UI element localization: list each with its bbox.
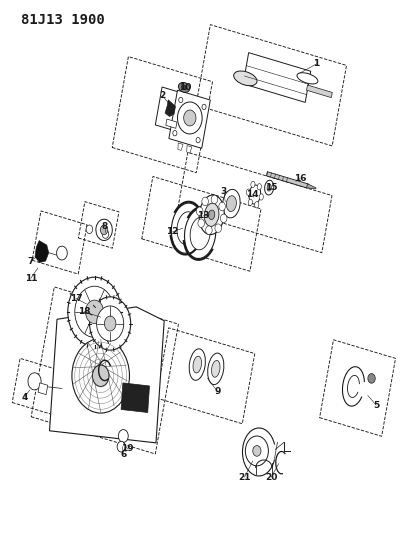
Circle shape [102, 230, 109, 238]
Circle shape [220, 214, 227, 223]
Circle shape [92, 365, 109, 386]
Ellipse shape [171, 203, 203, 253]
Circle shape [245, 436, 268, 466]
Circle shape [86, 225, 93, 233]
Circle shape [173, 131, 177, 136]
Text: 6: 6 [120, 450, 127, 458]
Circle shape [196, 207, 203, 215]
Circle shape [198, 219, 205, 228]
Text: 17: 17 [70, 294, 82, 303]
Circle shape [206, 226, 212, 235]
Circle shape [57, 246, 67, 260]
Polygon shape [35, 240, 49, 263]
Circle shape [96, 219, 112, 240]
Ellipse shape [193, 356, 201, 373]
Circle shape [211, 195, 218, 204]
Ellipse shape [199, 195, 224, 235]
Ellipse shape [212, 360, 220, 377]
Text: 5: 5 [373, 401, 379, 409]
Ellipse shape [234, 71, 257, 86]
Circle shape [85, 300, 104, 324]
Circle shape [202, 197, 208, 206]
Ellipse shape [248, 199, 252, 206]
Polygon shape [155, 87, 187, 132]
Ellipse shape [257, 183, 261, 190]
Polygon shape [166, 119, 177, 128]
Circle shape [75, 286, 114, 337]
Polygon shape [121, 383, 150, 413]
Circle shape [368, 374, 375, 383]
Circle shape [253, 446, 261, 456]
Ellipse shape [189, 349, 206, 381]
Text: 15: 15 [265, 183, 277, 192]
Circle shape [28, 373, 41, 390]
Circle shape [178, 102, 202, 134]
Circle shape [104, 316, 116, 331]
Polygon shape [307, 85, 332, 98]
Text: 16: 16 [294, 174, 306, 183]
Text: 13: 13 [197, 212, 210, 220]
Text: 81J13 1900: 81J13 1900 [21, 13, 104, 27]
Polygon shape [178, 143, 183, 150]
Text: 19: 19 [121, 445, 134, 453]
Ellipse shape [181, 85, 187, 90]
Circle shape [68, 277, 121, 346]
Polygon shape [187, 146, 192, 153]
Ellipse shape [177, 212, 197, 245]
Ellipse shape [246, 189, 250, 195]
Ellipse shape [185, 208, 216, 259]
Circle shape [184, 110, 196, 126]
Ellipse shape [190, 217, 210, 250]
Polygon shape [169, 90, 210, 148]
Text: 18: 18 [78, 308, 90, 316]
Circle shape [118, 430, 128, 442]
Circle shape [219, 202, 225, 211]
Ellipse shape [297, 72, 318, 84]
Text: 12: 12 [166, 228, 179, 236]
Circle shape [117, 441, 125, 452]
Text: 14: 14 [247, 190, 259, 199]
Circle shape [97, 306, 124, 341]
Text: 21: 21 [238, 473, 251, 481]
Ellipse shape [208, 210, 215, 220]
Text: 11: 11 [25, 274, 37, 282]
Text: 9: 9 [215, 387, 221, 396]
Text: 4: 4 [21, 393, 28, 401]
Ellipse shape [255, 201, 259, 208]
Circle shape [196, 138, 200, 143]
Text: 20: 20 [265, 473, 277, 481]
Ellipse shape [226, 196, 236, 212]
Text: 3: 3 [221, 188, 227, 196]
Ellipse shape [208, 353, 224, 385]
Circle shape [202, 104, 206, 110]
Text: 10: 10 [179, 84, 191, 92]
Polygon shape [243, 53, 311, 102]
Polygon shape [307, 184, 316, 189]
Polygon shape [165, 100, 175, 117]
Ellipse shape [249, 185, 261, 204]
Circle shape [100, 225, 108, 235]
Circle shape [215, 224, 222, 232]
Ellipse shape [259, 194, 263, 200]
Text: 8: 8 [102, 222, 108, 231]
Circle shape [90, 297, 131, 350]
Polygon shape [267, 172, 308, 188]
Circle shape [179, 98, 183, 103]
FancyBboxPatch shape [38, 383, 48, 394]
Ellipse shape [204, 203, 219, 227]
Ellipse shape [178, 83, 190, 92]
Circle shape [72, 338, 129, 413]
Text: 2: 2 [159, 92, 166, 100]
Ellipse shape [251, 181, 255, 188]
Ellipse shape [265, 180, 274, 195]
Polygon shape [49, 307, 164, 443]
Text: 7: 7 [28, 257, 34, 265]
Ellipse shape [223, 189, 240, 218]
Ellipse shape [267, 184, 271, 191]
Text: 1: 1 [313, 60, 320, 68]
